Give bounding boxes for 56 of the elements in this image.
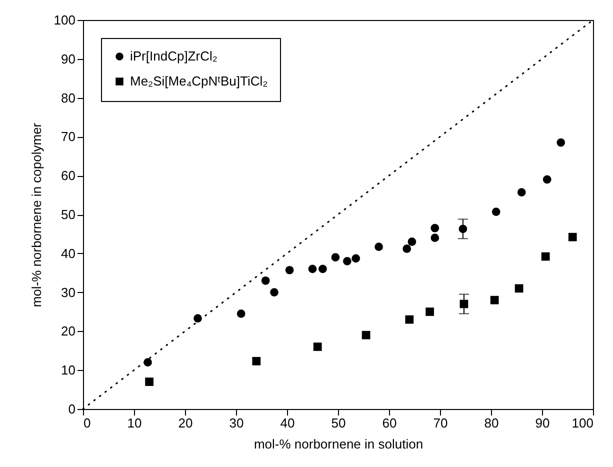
point	[313, 342, 322, 351]
x-tick-label: 40	[280, 416, 295, 430]
point	[430, 234, 440, 242]
x-tick-label: 80	[484, 416, 499, 430]
point	[568, 232, 577, 242]
y-tick-label: 90	[61, 51, 76, 66]
point	[261, 276, 270, 285]
point	[252, 356, 261, 366]
x-axis-title: mol-% norbornene in solution	[254, 436, 424, 452]
x-tick-label: 70	[433, 416, 448, 430]
x-tick-label: 90	[535, 416, 550, 430]
x-tick-label: 100	[572, 416, 594, 430]
y-tick-label: 10	[61, 362, 76, 378]
point	[331, 253, 340, 262]
x-tick-label: 0	[84, 416, 91, 430]
point	[342, 257, 352, 266]
point	[426, 308, 434, 316]
point	[352, 254, 360, 263]
y-tick-label: 20	[61, 324, 76, 339]
y-tick-label: 60	[61, 168, 76, 184]
point	[374, 242, 383, 251]
x-tick-label: 60	[382, 416, 397, 430]
point	[236, 310, 246, 318]
y-axis-title: mol-% norbornene in copolymer	[28, 122, 44, 308]
x-tick-label: 30	[229, 416, 244, 430]
point	[490, 296, 499, 304]
x-tick-label: 20	[178, 416, 193, 430]
x-tick-label: 10	[127, 416, 142, 430]
point	[308, 264, 317, 274]
point	[405, 315, 414, 324]
point	[194, 314, 202, 323]
point	[270, 288, 278, 296]
y-tick-label: 50	[61, 207, 76, 222]
y-tick-label: 30	[61, 284, 76, 300]
y-tick-label: 100	[54, 12, 76, 28]
point	[541, 252, 550, 261]
point	[542, 175, 552, 184]
point	[144, 358, 152, 366]
point	[145, 378, 154, 386]
y-tick-label: 40	[61, 246, 76, 261]
legend-label: iPr[IndCp]ZrCl₂	[130, 48, 218, 64]
point	[285, 266, 294, 274]
point	[514, 284, 524, 293]
point	[318, 264, 327, 274]
y-tick-label: 0	[68, 402, 76, 416]
y-tick-label: 70	[61, 129, 76, 144]
point	[492, 208, 500, 216]
point	[362, 330, 370, 340]
x-tick-label: 50	[331, 416, 346, 430]
point	[517, 188, 526, 196]
point	[430, 224, 440, 232]
point	[556, 138, 566, 147]
y-tick-label: 80	[61, 90, 76, 106]
point	[408, 238, 416, 246]
point	[402, 244, 412, 253]
legend-label: Me₂Si[Me₄CpNᵗBu]TiCl₂	[130, 74, 268, 88]
